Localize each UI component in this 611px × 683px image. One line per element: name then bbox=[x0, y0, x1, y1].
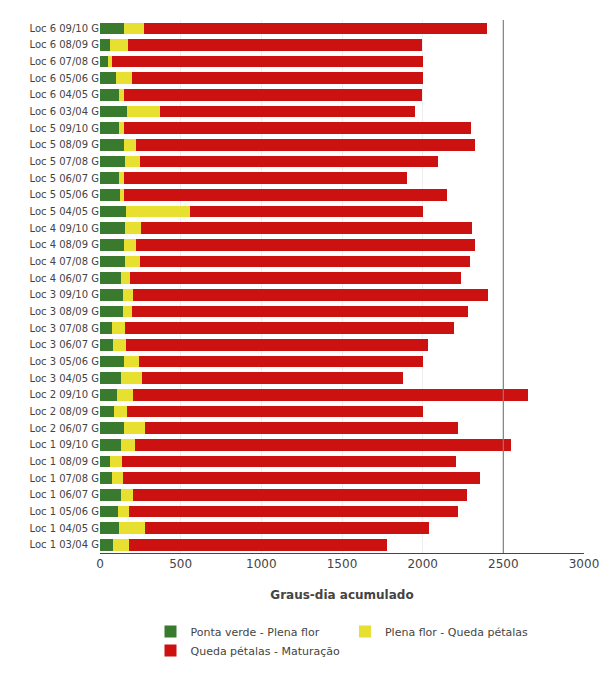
svg-text:2500: 2500 bbox=[488, 557, 519, 571]
svg-text:500: 500 bbox=[169, 557, 192, 571]
svg-text:Loc 5 09/10 G: Loc 5 09/10 G bbox=[30, 123, 99, 134]
svg-text:2000: 2000 bbox=[407, 557, 438, 571]
svg-text:Loc 1 03/04 G: Loc 1 03/04 G bbox=[30, 539, 99, 550]
svg-text:Loc 5 05/06 G: Loc 5 05/06 G bbox=[30, 189, 99, 200]
svg-text:Loc 4 09/10 G: Loc 4 09/10 G bbox=[30, 223, 99, 234]
svg-text:Loc 4 06/07 G: Loc 4 06/07 G bbox=[30, 273, 99, 284]
svg-text:Loc 4 07/08 G: Loc 4 07/08 G bbox=[30, 256, 99, 267]
svg-text:Loc 1 07/08 G: Loc 1 07/08 G bbox=[30, 473, 99, 484]
svg-text:Loc 5 04/05 G: Loc 5 04/05 G bbox=[30, 206, 99, 217]
svg-text:Loc 3 08/09 G: Loc 3 08/09 G bbox=[30, 306, 99, 317]
svg-text:Loc 1 05/06 G: Loc 1 05/06 G bbox=[30, 506, 99, 517]
svg-text:Loc 5 07/08 G: Loc 5 07/08 G bbox=[30, 156, 99, 167]
svg-text:Loc 2 06/07 G: Loc 2 06/07 G bbox=[30, 423, 99, 434]
svg-text:Loc 3 04/05 G: Loc 3 04/05 G bbox=[30, 373, 99, 384]
svg-text:Loc 6 03/04 G: Loc 6 03/04 G bbox=[30, 106, 99, 117]
svg-text:Plena flor - Queda pétalas: Plena flor - Queda pétalas bbox=[385, 626, 528, 639]
svg-text:Graus-dia acumulado: Graus-dia acumulado bbox=[270, 588, 413, 602]
svg-text:Queda pétalas - Maturação: Queda pétalas - Maturação bbox=[191, 645, 340, 658]
svg-text:Loc 2 09/10 G: Loc 2 09/10 G bbox=[30, 389, 99, 400]
svg-text:0: 0 bbox=[96, 557, 104, 571]
svg-text:Loc 5 06/07 G: Loc 5 06/07 G bbox=[30, 173, 99, 184]
svg-text:Loc 1 06/07 G: Loc 1 06/07 G bbox=[30, 489, 99, 500]
svg-text:Loc 3 09/10 G: Loc 3 09/10 G bbox=[30, 289, 99, 300]
svg-text:Loc 6 09/10 G: Loc 6 09/10 G bbox=[30, 23, 99, 34]
svg-text:Loc 6 07/08 G: Loc 6 07/08 G bbox=[30, 56, 99, 67]
svg-text:1000: 1000 bbox=[246, 557, 277, 571]
svg-text:Loc 6 05/06 G: Loc 6 05/06 G bbox=[30, 73, 99, 84]
svg-text:Loc 6 08/09 G: Loc 6 08/09 G bbox=[30, 39, 99, 50]
svg-text:Loc 6 04/05 G: Loc 6 04/05 G bbox=[30, 89, 99, 100]
svg-text:Loc 5 08/09 G: Loc 5 08/09 G bbox=[30, 139, 99, 150]
svg-text:Loc 3 05/06 G: Loc 3 05/06 G bbox=[30, 356, 99, 367]
svg-text:Loc 1 08/09 G: Loc 1 08/09 G bbox=[30, 456, 99, 467]
svg-text:Ponta verde - Plena flor: Ponta verde - Plena flor bbox=[191, 626, 320, 639]
svg-text:Loc 3 07/08 G: Loc 3 07/08 G bbox=[30, 323, 99, 334]
svg-text:Loc 2 08/09 G: Loc 2 08/09 G bbox=[30, 406, 99, 417]
svg-text:Loc 1 09/10 G: Loc 1 09/10 G bbox=[30, 439, 99, 450]
svg-text:3000: 3000 bbox=[569, 557, 600, 571]
svg-text:Loc 4 08/09 G: Loc 4 08/09 G bbox=[30, 239, 99, 250]
svg-text:1500: 1500 bbox=[327, 557, 358, 571]
svg-text:Loc 1 04/05 G: Loc 1 04/05 G bbox=[30, 523, 99, 534]
svg-text:Loc 3 06/07 G: Loc 3 06/07 G bbox=[30, 339, 99, 350]
